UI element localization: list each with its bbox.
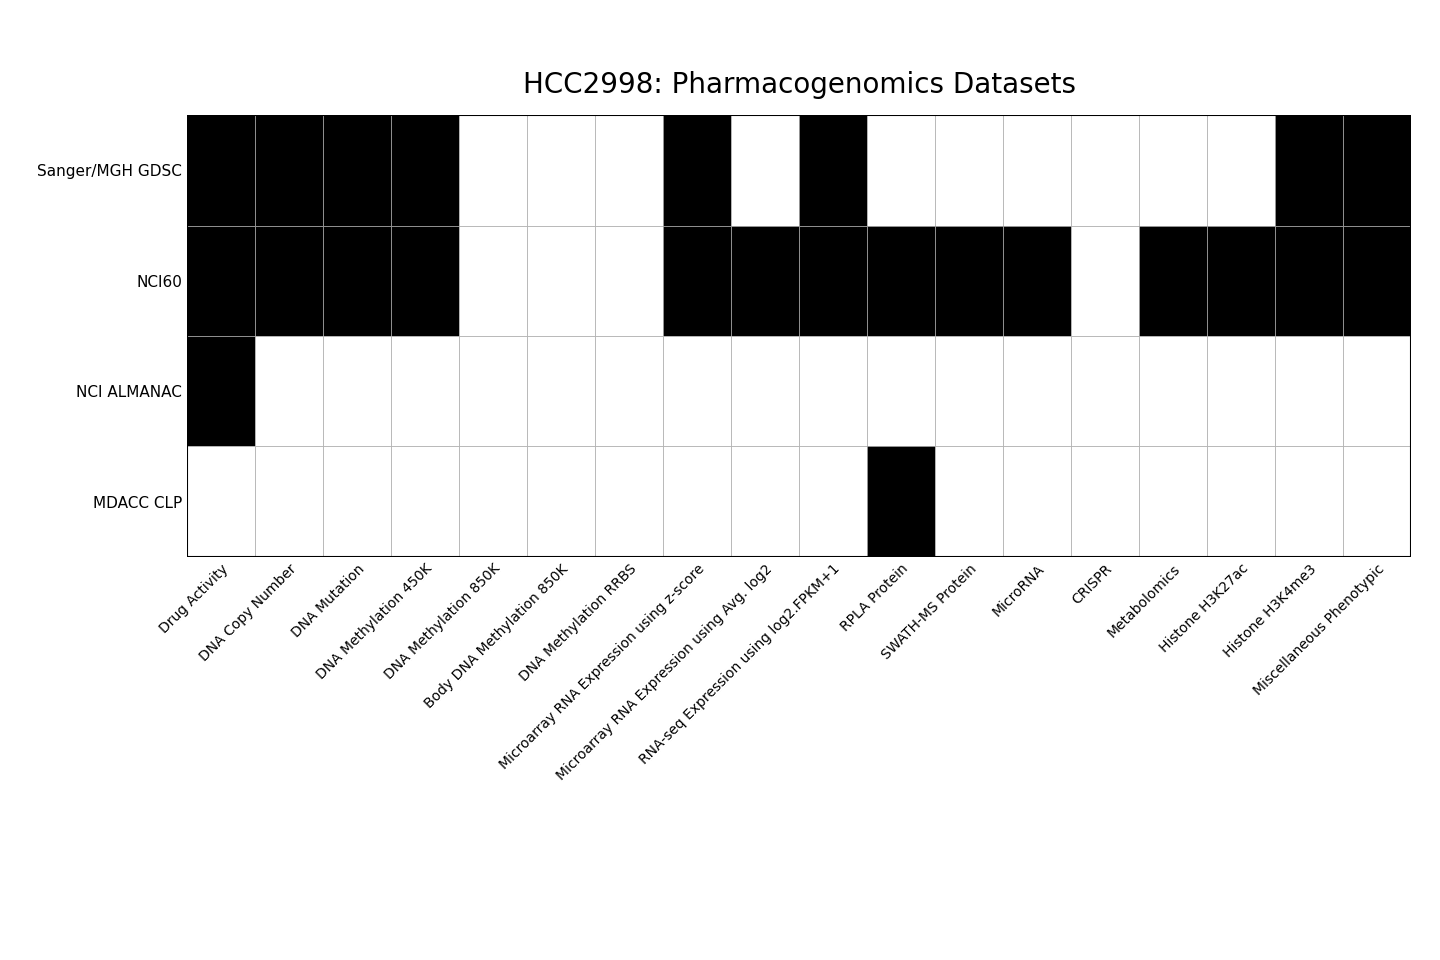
Bar (187, 115, 255, 226)
Bar (323, 336, 392, 446)
Bar (392, 446, 459, 557)
Bar (1207, 336, 1276, 446)
Bar (459, 115, 527, 226)
Bar (187, 446, 255, 557)
Bar (255, 226, 323, 336)
Bar (867, 446, 935, 557)
Bar (799, 336, 867, 446)
Bar (664, 446, 732, 557)
Bar (527, 336, 595, 446)
Bar (867, 336, 935, 446)
Bar (867, 115, 935, 226)
Bar (459, 336, 527, 446)
Bar (1071, 446, 1139, 557)
Bar (323, 115, 392, 226)
Bar (595, 115, 664, 226)
Bar (527, 115, 595, 226)
Bar (732, 446, 799, 557)
Bar (527, 226, 595, 336)
Title: HCC2998: Pharmacogenomics Datasets: HCC2998: Pharmacogenomics Datasets (523, 71, 1076, 99)
Bar (1004, 336, 1071, 446)
Bar (1071, 115, 1139, 226)
Bar (595, 226, 664, 336)
Bar (799, 226, 867, 336)
Bar (1139, 446, 1207, 557)
Bar (1344, 115, 1411, 226)
Bar (799, 115, 867, 226)
Bar (1139, 115, 1207, 226)
Bar (1071, 226, 1139, 336)
Bar (799, 446, 867, 557)
Bar (459, 446, 527, 557)
Bar (1276, 115, 1344, 226)
Bar (323, 446, 392, 557)
Bar (935, 115, 1004, 226)
Bar (392, 226, 459, 336)
Bar (664, 336, 732, 446)
Bar (1207, 446, 1276, 557)
Bar (459, 226, 527, 336)
Bar (1344, 446, 1411, 557)
Bar (255, 336, 323, 446)
Bar (1004, 226, 1071, 336)
Bar (187, 226, 255, 336)
Bar (1207, 226, 1276, 336)
Bar (527, 446, 595, 557)
Bar (664, 115, 732, 226)
Bar (867, 226, 935, 336)
Bar (935, 446, 1004, 557)
Bar (392, 336, 459, 446)
Bar (392, 115, 459, 226)
Bar (664, 226, 732, 336)
Bar (1139, 336, 1207, 446)
Bar (595, 336, 664, 446)
Bar (187, 336, 255, 446)
Bar (732, 336, 799, 446)
Bar (595, 446, 664, 557)
Bar (732, 226, 799, 336)
Bar (1004, 446, 1071, 557)
Bar (1071, 336, 1139, 446)
Bar (732, 115, 799, 226)
Bar (1276, 446, 1344, 557)
Bar (1004, 115, 1071, 226)
Bar (255, 115, 323, 226)
Bar (1344, 226, 1411, 336)
Bar (1276, 226, 1344, 336)
Bar (1139, 226, 1207, 336)
Bar (323, 226, 392, 336)
Bar (1207, 115, 1276, 226)
Bar (255, 446, 323, 557)
Bar (935, 226, 1004, 336)
Bar (1276, 336, 1344, 446)
Bar (1344, 336, 1411, 446)
Bar (935, 336, 1004, 446)
